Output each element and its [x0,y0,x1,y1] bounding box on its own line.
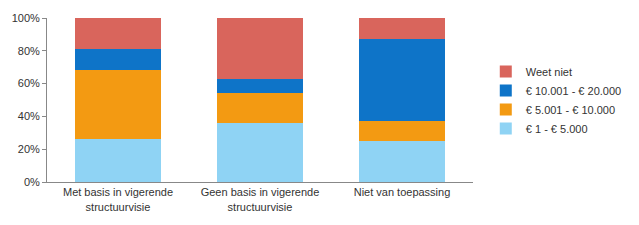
svg-text:20%: 20% [18,143,40,155]
svg-text:40%: 40% [18,110,40,122]
svg-text:Geen basis in vigerendestructu: Geen basis in vigerendestructuurvisie [201,186,320,212]
svg-text:100%: 100% [12,12,40,24]
svg-text:€ 5.001 - € 10.000: € 5.001 - € 10.000 [526,104,615,116]
svg-text:Niet van toepassing: Niet van toepassing [354,186,451,198]
svg-text:60%: 60% [18,77,40,89]
svg-text:0%: 0% [24,176,40,188]
svg-text:Met basis in vigerendestructuu: Met basis in vigerendestructuurvisie [63,186,173,212]
svg-text:€ 10.001 - € 20.000: € 10.001 - € 20.000 [526,85,621,97]
svg-text:Weet niet: Weet niet [526,66,572,78]
svg-text:€ 1 - € 5.000: € 1 - € 5.000 [526,123,588,135]
svg-text:80%: 80% [18,45,40,57]
